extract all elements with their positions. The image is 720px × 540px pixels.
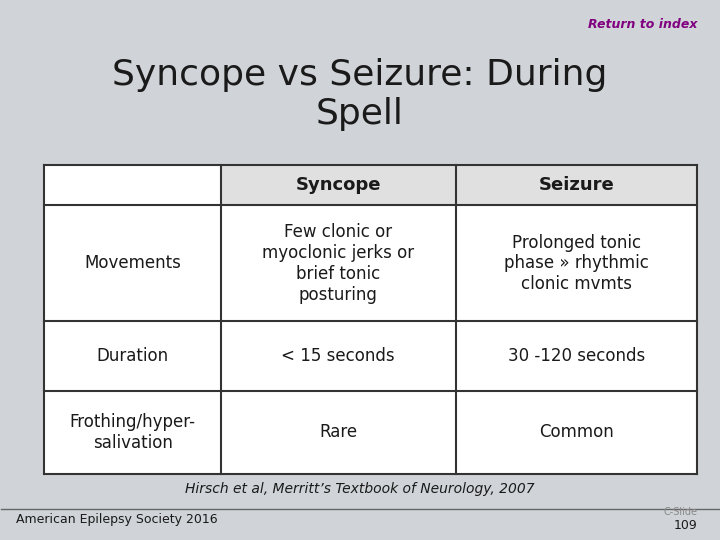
Text: Prolonged tonic
phase » rhythmic
clonic mvmts: Prolonged tonic phase » rhythmic clonic … [504,233,649,293]
Text: Duration: Duration [96,347,168,365]
Bar [220,165,456,205]
Text: 109: 109 [673,519,697,532]
Text: Syncope: Syncope [295,177,381,194]
Bar [45,321,220,391]
Text: Syncope vs Seizure: During
Spell: Syncope vs Seizure: During Spell [112,58,608,131]
Bar [45,165,220,205]
Text: Common: Common [539,423,613,441]
Text: 30 -120 seconds: 30 -120 seconds [508,347,645,365]
Text: Movements: Movements [84,254,181,272]
Bar [45,205,220,321]
Text: Seizure: Seizure [539,177,614,194]
Bar [456,321,697,391]
Text: < 15 seconds: < 15 seconds [282,347,395,365]
Text: Frothing/hyper-
salivation: Frothing/hyper- salivation [70,413,196,452]
Bar [456,391,697,474]
Bar [220,205,456,321]
Bar [220,391,456,474]
Bar [456,165,697,205]
Text: Rare: Rare [319,423,357,441]
Text: C-Slide: C-Slide [663,507,697,517]
Bar [456,205,697,321]
Bar [45,165,697,474]
Bar [45,391,220,474]
Text: Few clonic or
myoclonic jerks or
brief tonic
posturing: Few clonic or myoclonic jerks or brief t… [262,223,414,303]
Text: American Epilepsy Society 2016: American Epilepsy Society 2016 [16,514,217,526]
Text: Return to index: Return to index [588,17,697,30]
Text: Hirsch et al, Merritt’s Textbook of Neurology, 2007: Hirsch et al, Merritt’s Textbook of Neur… [185,482,535,496]
Bar [220,321,456,391]
